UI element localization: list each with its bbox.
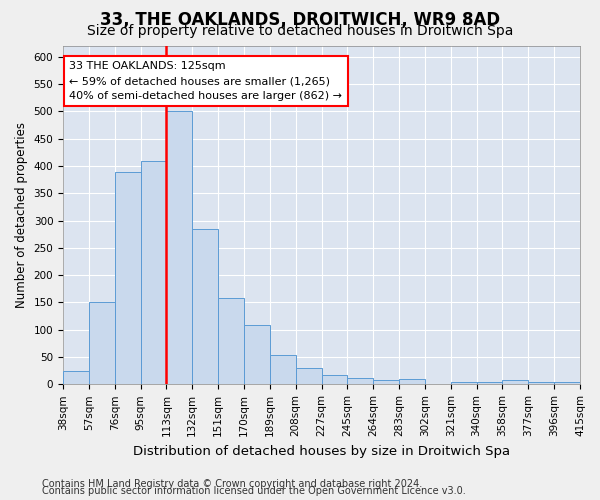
Bar [140,160,166,384]
X-axis label: Distribution of detached houses by size in Droitwich Spa: Distribution of detached houses by size … [133,444,510,458]
Bar [554,382,580,384]
Bar [270,356,296,384]
Bar [192,229,218,384]
Text: Size of property relative to detached houses in Droitwich Spa: Size of property relative to detached ho… [87,24,513,38]
Text: 33 THE OAKLANDS: 125sqm
← 59% of detached houses are smaller (1,265)
40% of semi: 33 THE OAKLANDS: 125sqm ← 59% of detache… [70,62,343,101]
Text: Contains public sector information licensed under the Open Government Licence v3: Contains public sector information licen… [42,486,466,496]
Bar [296,368,322,384]
Bar [115,172,140,384]
Bar [347,378,373,384]
Bar [244,326,270,384]
Bar [399,380,425,384]
Bar [89,302,115,384]
Bar [502,380,529,384]
Bar [373,380,399,384]
Bar [218,298,244,384]
Bar [451,382,476,384]
Bar [322,375,347,384]
Bar [476,382,502,384]
Bar [63,370,89,384]
Text: Contains HM Land Registry data © Crown copyright and database right 2024.: Contains HM Land Registry data © Crown c… [42,479,422,489]
Text: 33, THE OAKLANDS, DROITWICH, WR9 8AD: 33, THE OAKLANDS, DROITWICH, WR9 8AD [100,12,500,30]
Y-axis label: Number of detached properties: Number of detached properties [15,122,28,308]
Bar [166,112,192,384]
Bar [529,382,554,384]
